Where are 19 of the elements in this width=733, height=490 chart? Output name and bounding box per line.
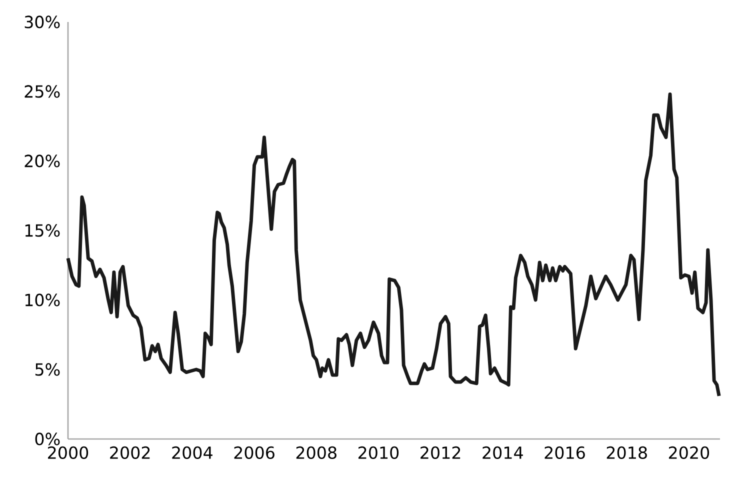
x-tick-label: 2000: [48, 446, 88, 459]
y-tick-label: 0%: [35, 432, 60, 446]
x-tick-label: 2016: [544, 446, 585, 459]
y-tick-label: 15%: [25, 224, 60, 237]
x-tick-label: 2004: [172, 446, 212, 459]
x-tick-label: 2014: [482, 446, 523, 459]
x-tick-label: 2006: [234, 446, 274, 459]
x-tick-label: 2002: [110, 446, 150, 459]
x-tick-label: 2018: [606, 446, 647, 459]
x-tick-label: 2012: [420, 446, 460, 459]
y-tick-label: 10%: [25, 294, 60, 306]
x-tick-label: 2008: [296, 446, 336, 459]
line-series: [66, 92, 721, 398]
y-tick-label: 30%: [24, 16, 60, 28]
x-tick-label: 2010: [358, 446, 399, 459]
y-tick-label: 25%: [24, 85, 60, 98]
x-tick-label: 2020: [668, 446, 710, 459]
y-tick-label: 20%: [24, 154, 60, 168]
y-tick-label: 5%: [35, 363, 60, 376]
